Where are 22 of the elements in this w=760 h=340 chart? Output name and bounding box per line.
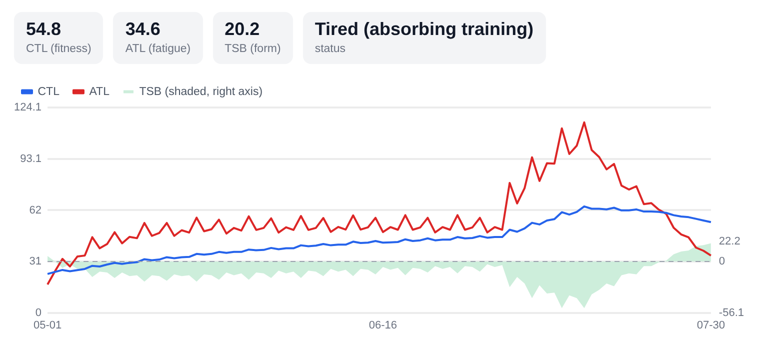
text: status — [314, 42, 347, 57]
x-tick-label: 06-16 — [368, 319, 398, 332]
text: CTL (fitness) — [26, 42, 92, 57]
text: ATL (fatigue) — [125, 42, 191, 57]
text: 54.8 — [26, 19, 62, 40]
legend-label: CTL — [38, 86, 60, 98]
y-tick-label: 31 — [29, 256, 42, 268]
legend-label: TSB (shaded, right axis) — [139, 86, 263, 98]
y2-tick-label: 22.2 — [718, 235, 740, 248]
y-tick-label: 0 — [35, 306, 42, 319]
y-tick-label: 93.1 — [20, 152, 42, 165]
x-tick-label: 07-30 — [696, 319, 725, 332]
text: 20.2 — [224, 19, 261, 40]
x-tick-label: 05-01 — [33, 319, 62, 332]
y-tick-label: 62 — [29, 204, 42, 216]
text: Tired (absorbing training) — [314, 19, 534, 40]
text: TSB (form) — [224, 42, 281, 57]
y-tick-label: 124.1 — [14, 102, 42, 114]
y2-tick-label: -56.1 — [718, 306, 744, 319]
text: 34.6 — [125, 19, 162, 40]
legend-label: ATL — [89, 86, 110, 98]
y2-tick-label: 0 — [718, 256, 726, 268]
